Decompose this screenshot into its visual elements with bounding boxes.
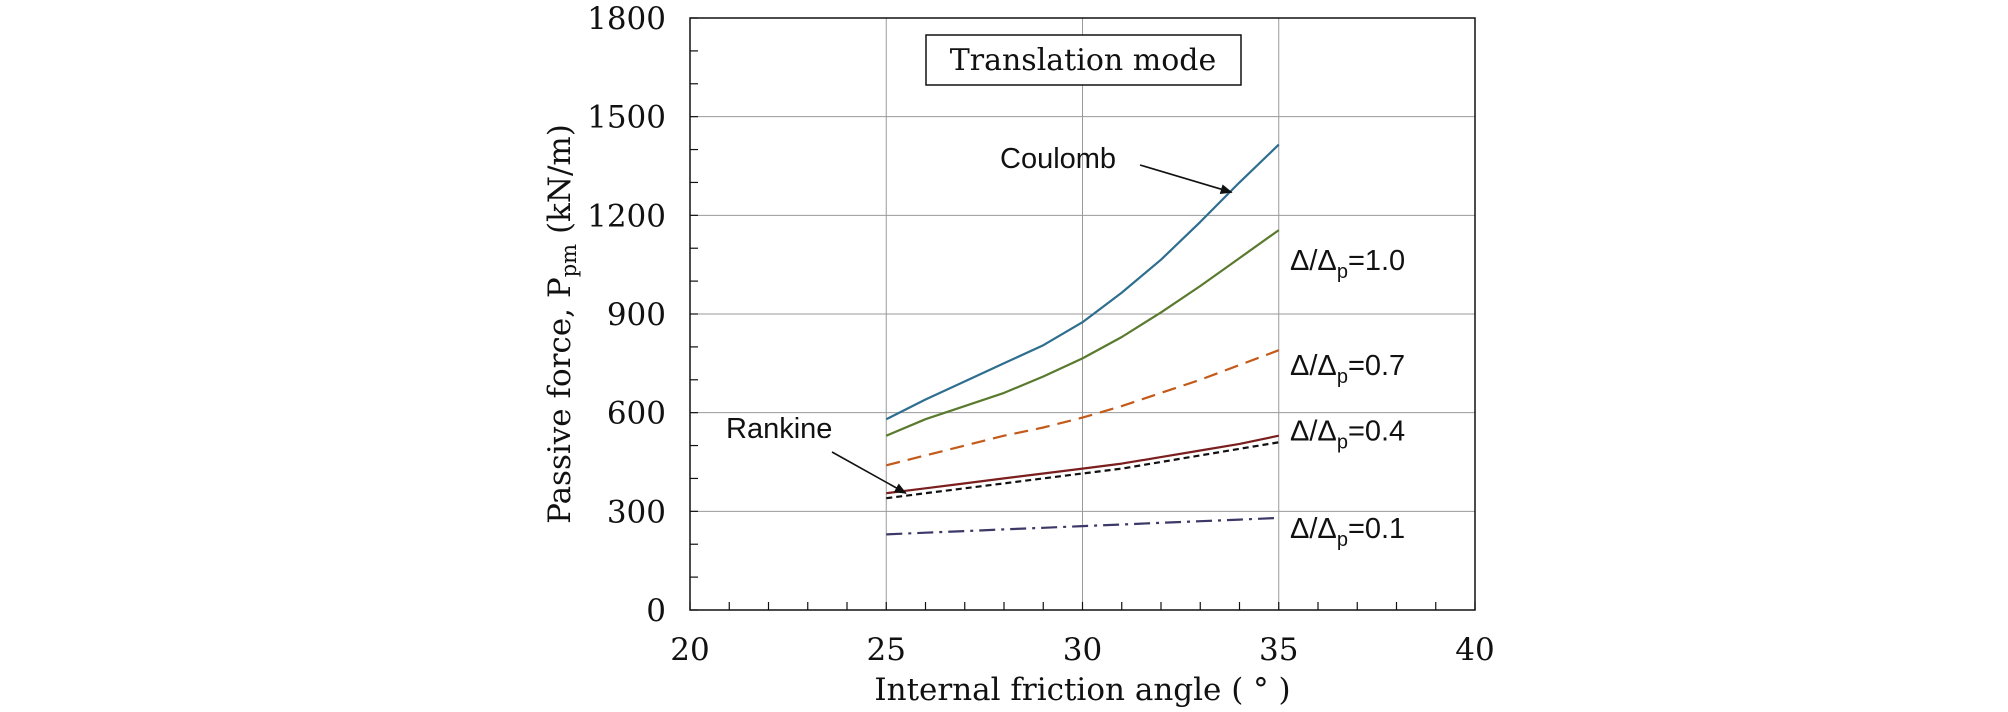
ratio-label: Δ/Δp=0.4 [1290,416,1405,454]
x-axis-title: Internal friction angle ( ° ) [874,672,1290,708]
y-axis-title-subscript: pm [557,244,581,277]
x-tick-label: 40 [1455,632,1494,668]
grid [690,18,1475,610]
annotation-arrow [1139,164,1233,194]
y-tick-label: 300 [607,494,666,530]
ratio-label-subscript: p [1337,366,1348,388]
series-line-1 [885,143,1280,421]
y-tick-label: 1500 [587,100,666,136]
axis-ticks: 20 25 30 35 40 0 300 600 900 1200 1500 1800 [587,1,1495,668]
annotation-label: Rankine [726,413,832,445]
ratio-label-value: =1.0 [1348,245,1405,277]
ratio-label-prefix: Δ/Δ [1290,416,1337,448]
y-axis-title-main: Passive force, P [542,277,578,524]
series-line-4 [886,434,1280,495]
ratio-label-value: =0.4 [1348,416,1405,448]
ratio-label-subscript: p [1337,529,1348,551]
y-tick-label: 1200 [587,198,666,234]
x-tick-label: 30 [1063,632,1102,668]
y-tick-label: 900 [607,297,666,333]
ratio-label-value: =0.7 [1348,350,1405,382]
x-tick-label: 35 [1259,632,1298,668]
ratio-label: Δ/Δp=0.1 [1290,513,1405,551]
ratio-label: Δ/Δp=0.7 [1290,350,1405,388]
y-axis-title-unit: (kN/m) [542,124,578,244]
series-line-2 [885,229,1280,437]
y-axis-title: Passive force, Ppm (kN/m) [542,124,581,524]
y-tick-label: 600 [607,396,666,432]
ratio-label-prefix: Δ/Δ [1290,245,1337,277]
title-frame [925,34,1242,86]
ratio-label-prefix: Δ/Δ [1290,513,1337,545]
series-line-6 [886,516,1279,536]
y-tick-label: 0 [646,593,666,629]
ratio-label-subscript: p [1337,432,1348,454]
series-lines [885,143,1280,536]
series-line-3 [886,349,1280,467]
ratio-label-subscript: p [1337,261,1348,283]
x-tick-label: 25 [867,632,906,668]
ratio-label: Δ/Δp=1.0 [1290,245,1405,283]
y-tick-label: 1800 [587,1,666,37]
ratio-label-value: =0.1 [1348,513,1405,545]
series-labels: Δ/Δp=1.0Δ/Δp=0.7Δ/Δp=0.4Δ/Δp=0.1CoulombR… [726,143,1405,551]
annotation-label: Coulomb [1000,143,1116,175]
x-tick-label: 20 [670,632,709,668]
chart-title: Translation mode [950,43,1216,78]
series-line-5 [886,441,1279,500]
title-box: Translation mode [925,34,1242,86]
annotation-arrow [831,451,907,494]
ratio-label-prefix: Δ/Δ [1290,350,1337,382]
